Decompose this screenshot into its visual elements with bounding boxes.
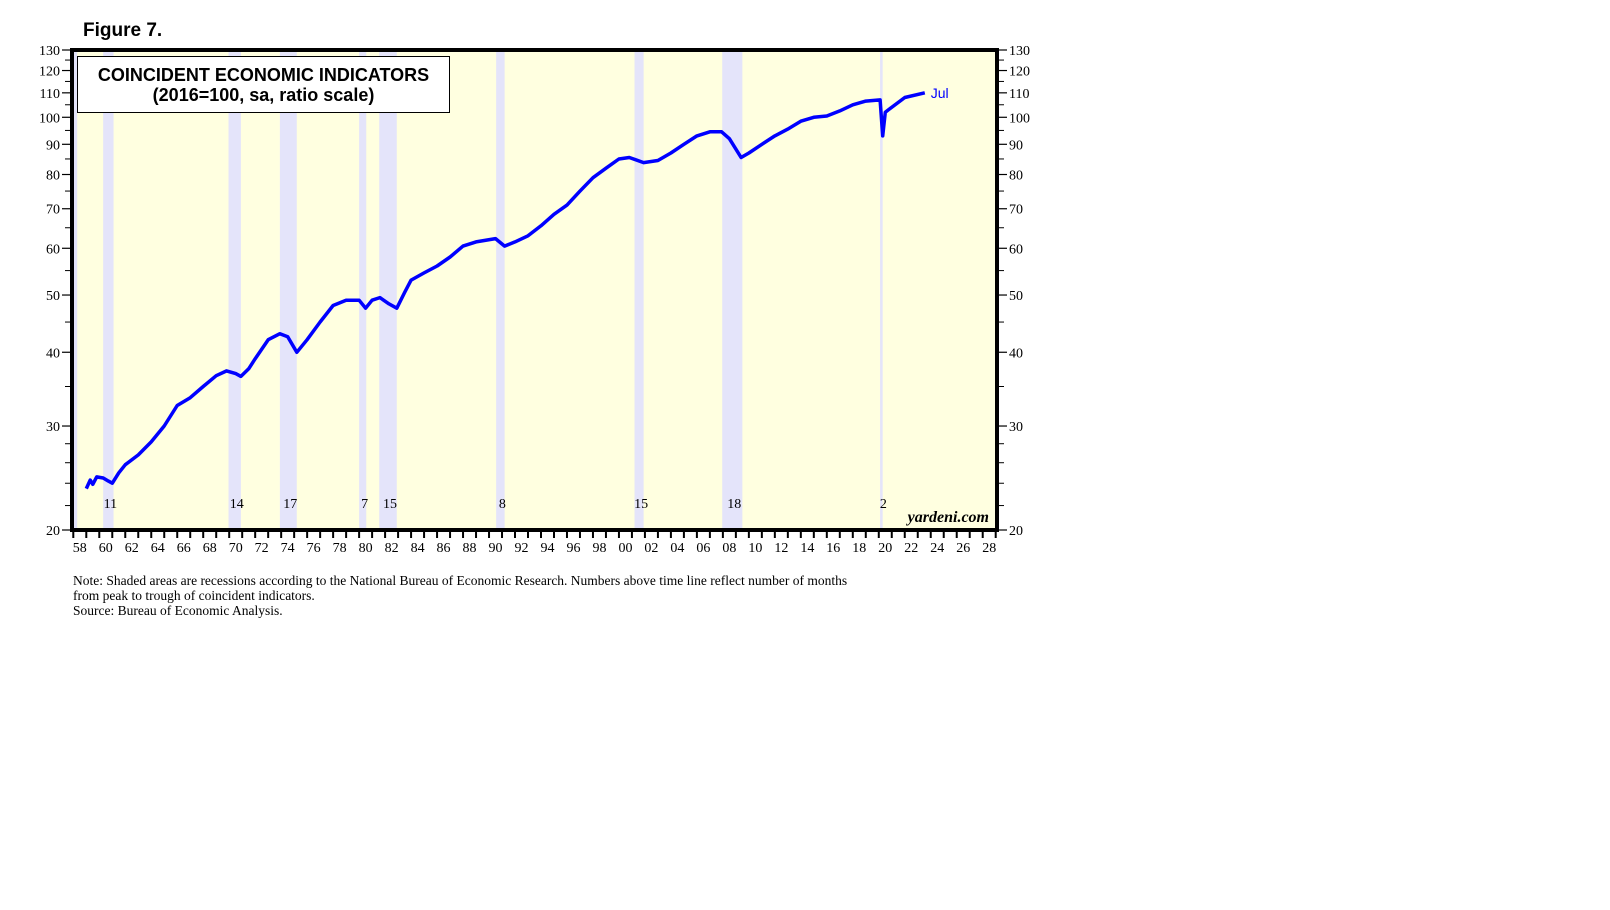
x-tick-label: 10 bbox=[748, 541, 762, 556]
x-tick-label: 72 bbox=[255, 541, 269, 556]
x-tick-label: 92 bbox=[515, 541, 529, 556]
x-tick-label: 98 bbox=[592, 541, 606, 556]
recession-band bbox=[496, 50, 505, 530]
y-tick-label-right: 120 bbox=[1009, 65, 1030, 80]
y-tick-label-right: 40 bbox=[1009, 346, 1023, 361]
plot-frame bbox=[70, 48, 999, 532]
x-tick-label: 90 bbox=[489, 541, 503, 556]
figure-label: Figure 7. bbox=[83, 20, 163, 41]
recession-label: 7 bbox=[361, 497, 368, 512]
x-tick-label: 68 bbox=[203, 541, 217, 556]
recession-label: 8 bbox=[499, 497, 506, 512]
x-tick-label: 58 bbox=[73, 541, 87, 556]
plot-background bbox=[72, 50, 997, 530]
y-tick-label-left: 110 bbox=[40, 87, 60, 102]
y-tick-label-left: 90 bbox=[46, 138, 60, 153]
x-tick-label: 08 bbox=[722, 541, 736, 556]
x-tick-label: 62 bbox=[125, 541, 139, 556]
recession-band bbox=[379, 50, 397, 530]
x-tick-label: 74 bbox=[281, 541, 295, 556]
recession-label: 17 bbox=[283, 497, 297, 512]
chart-title: COINCIDENT ECONOMIC INDICATORS bbox=[97, 65, 430, 85]
y-tick-label-left: 20 bbox=[46, 524, 60, 539]
x-tick-label: 64 bbox=[151, 541, 165, 556]
y-tick-label-right: 20 bbox=[1009, 524, 1023, 539]
recession-band bbox=[72, 50, 78, 530]
y-tick-label-right: 80 bbox=[1009, 169, 1023, 184]
x-tick-label: 06 bbox=[696, 541, 710, 556]
watermark: yardeni.com bbox=[906, 509, 989, 526]
recession-band bbox=[880, 50, 883, 530]
recession-band bbox=[103, 50, 114, 530]
x-tick-label: 12 bbox=[774, 541, 788, 556]
x-tick-label: 20 bbox=[878, 541, 892, 556]
chart-title-box: COINCIDENT ECONOMIC INDICATORS (2016=100… bbox=[77, 56, 450, 113]
y-tick-label-left: 40 bbox=[46, 346, 60, 361]
y-tick-label-left: 70 bbox=[46, 203, 60, 218]
recession-label: 15 bbox=[383, 497, 397, 512]
x-tick-label: 76 bbox=[307, 541, 321, 556]
y-tick-label-right: 70 bbox=[1009, 203, 1023, 218]
x-tick-label: 60 bbox=[99, 541, 113, 556]
recession-band bbox=[722, 50, 743, 530]
x-tick-label: 26 bbox=[956, 541, 970, 556]
x-tick-label: 80 bbox=[359, 541, 373, 556]
x-tick-label: 16 bbox=[826, 541, 840, 556]
x-tick-label: 94 bbox=[540, 541, 554, 556]
y-tick-label-right: 100 bbox=[1009, 111, 1030, 126]
y-tick-label-left: 30 bbox=[46, 420, 60, 435]
y-tick-label-right: 30 bbox=[1009, 420, 1023, 435]
x-tick-label: 14 bbox=[800, 541, 814, 556]
recession-band bbox=[228, 50, 241, 530]
x-tick-label: 28 bbox=[982, 541, 996, 556]
series-end-label: Jul bbox=[931, 85, 949, 101]
x-tick-label: 96 bbox=[566, 541, 580, 556]
recession-label: 15 bbox=[634, 497, 648, 512]
note-line-3: Source: Bureau of Economic Analysis. bbox=[73, 603, 283, 618]
x-tick-label: 82 bbox=[385, 541, 399, 556]
x-tick-label: 02 bbox=[644, 541, 658, 556]
y-tick-label-left: 120 bbox=[39, 65, 60, 80]
x-tick-label: 04 bbox=[670, 541, 684, 556]
x-tick-label: 18 bbox=[852, 541, 866, 556]
y-tick-label-right: 130 bbox=[1009, 44, 1030, 59]
x-tick-label: 24 bbox=[930, 541, 944, 556]
recession-label: 11 bbox=[104, 497, 117, 512]
chart-note: Note: Shaded areas are recessions accord… bbox=[73, 573, 973, 618]
x-tick-label: 22 bbox=[904, 541, 918, 556]
x-tick-label: 66 bbox=[177, 541, 191, 556]
y-tick-label-left: 130 bbox=[39, 44, 60, 59]
y-tick-label-right: 90 bbox=[1009, 138, 1023, 153]
recession-label: 18 bbox=[727, 497, 741, 512]
x-tick-label: 00 bbox=[618, 541, 632, 556]
recession-label: 14 bbox=[230, 497, 244, 512]
x-tick-label: 78 bbox=[333, 541, 347, 556]
note-line-2: from peak to trough of coincident indica… bbox=[73, 588, 315, 603]
note-line-1: Note: Shaded areas are recessions accord… bbox=[73, 573, 848, 588]
y-tick-label-left: 50 bbox=[46, 289, 60, 304]
y-tick-label-left: 80 bbox=[46, 169, 60, 184]
recession-label: 2 bbox=[880, 497, 887, 512]
recession-band bbox=[359, 50, 367, 530]
y-tick-label-right: 50 bbox=[1009, 289, 1023, 304]
y-tick-label-left: 100 bbox=[39, 111, 60, 126]
series-line bbox=[84, 91, 926, 490]
x-tick-label: 86 bbox=[437, 541, 451, 556]
y-tick-label-left: 60 bbox=[46, 242, 60, 257]
recession-band bbox=[634, 50, 644, 530]
y-tick-label-right: 110 bbox=[1009, 87, 1029, 102]
recession-band bbox=[279, 50, 297, 530]
x-tick-label: 70 bbox=[229, 541, 243, 556]
y-tick-label-right: 60 bbox=[1009, 242, 1023, 257]
x-tick-label: 84 bbox=[411, 541, 425, 556]
x-tick-label: 88 bbox=[463, 541, 477, 556]
chart-subtitle: (2016=100, sa, ratio scale) bbox=[152, 85, 375, 105]
